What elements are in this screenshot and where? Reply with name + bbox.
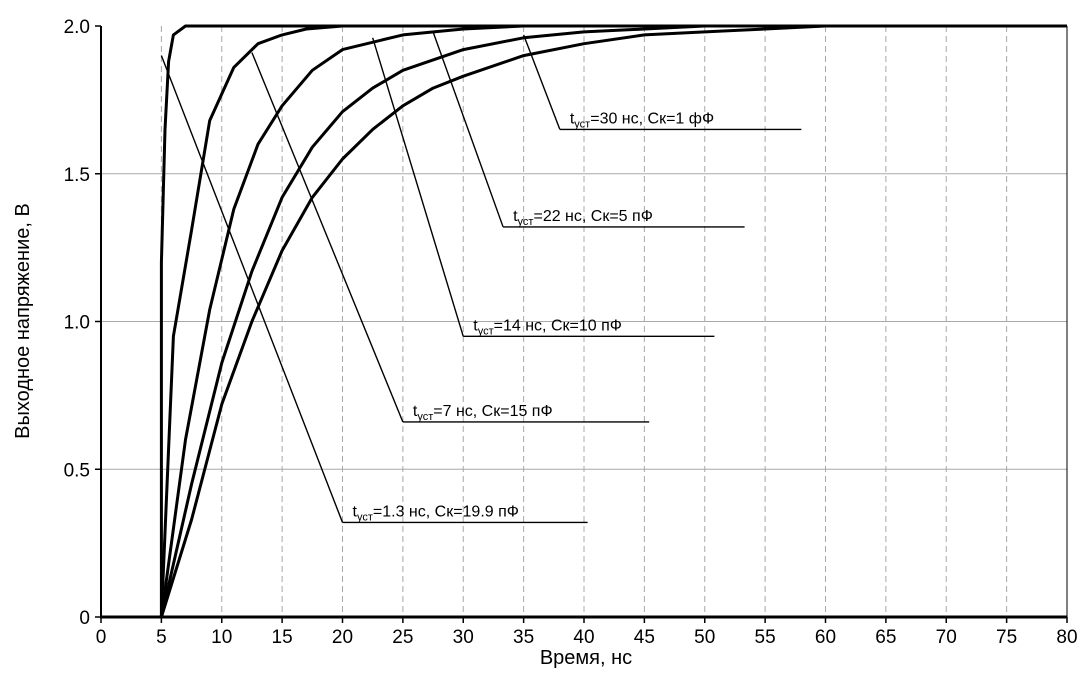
x-tick-label: 45 [634,627,655,648]
x-tick-label: 75 [996,627,1017,648]
annotation-label: tуст=1.3 нс, Cк=19.9 пФ [353,503,519,523]
annotation-2: tуст=22 нс, Cк=5 пФ [432,31,745,228]
annotation-1: tуст=30 нс, Cк=1 фФ [522,34,802,130]
annotation-label: tуст=22 нс, Cк=5 пФ [513,208,653,228]
x-tick-label: 10 [211,627,232,648]
y-axis-label: Выходное напряжение, В [12,203,34,439]
annotation-leader [522,34,561,130]
x-tick-label: 55 [755,627,776,648]
x-tick-label: 80 [1056,627,1077,648]
series-line-4 [101,24,1067,619]
x-tick-label: 35 [513,627,534,648]
series-line-5 [101,24,1067,619]
annotation-3: tуст=14 нс, Cк=10 пФ [372,37,715,337]
x-tick-label: 25 [392,627,413,648]
x-tick-label: 20 [332,627,353,648]
x-tick-label: 15 [272,627,293,648]
series-line-2 [101,24,1067,619]
x-tick-label: 5 [156,627,167,648]
annotation-label: tуст=7 нс, Cк=15 пФ [413,403,553,423]
annotation-leader [372,37,464,337]
y-tick-label: 0 [79,608,90,629]
tick-labels: 0 5 10 15 20 25 30 35 40 45 50 55 60 65 70 75 80 0 0.5 1.0 1… [64,17,1078,648]
grid [101,26,1067,617]
annotation-leader [251,52,404,423]
y-tick-label: 1.5 [64,165,90,186]
x-tick-label: 65 [875,627,896,648]
axes [95,25,1068,623]
x-tick-label: 0 [96,627,107,648]
annotation-4: tуст=7 нс, Cк=15 пФ [251,52,650,423]
annotation-label: tуст=30 нс, Cк=1 фФ [570,110,714,130]
x-tick-label: 50 [694,627,715,648]
annotation-label: tуст=14 нс, Cк=10 пФ [473,317,622,337]
annotation-leader [432,31,504,228]
x-tick-label: 30 [453,627,474,648]
y-tick-label: 0.5 [64,460,90,481]
x-tick-label: 60 [815,627,836,648]
x-tick-label: 40 [573,627,594,648]
annotation-5: tуст=1.3 нс, Cк=19.9 пФ [160,55,588,523]
y-tick-label: 1.0 [64,313,90,334]
x-tick-label: 70 [936,627,957,648]
series-layer [101,24,1067,619]
annotation-leader [160,55,344,523]
x-axis-label: Время, нс [540,647,632,669]
series-line-1 [101,24,1067,619]
y-tick-label: 2.0 [64,17,90,38]
annotation-layer: tуст=30 нс, Cк=1 фФ tуст=22 нс, Cк=5 пФ tу… [160,31,802,523]
series-line-3 [101,24,1067,619]
